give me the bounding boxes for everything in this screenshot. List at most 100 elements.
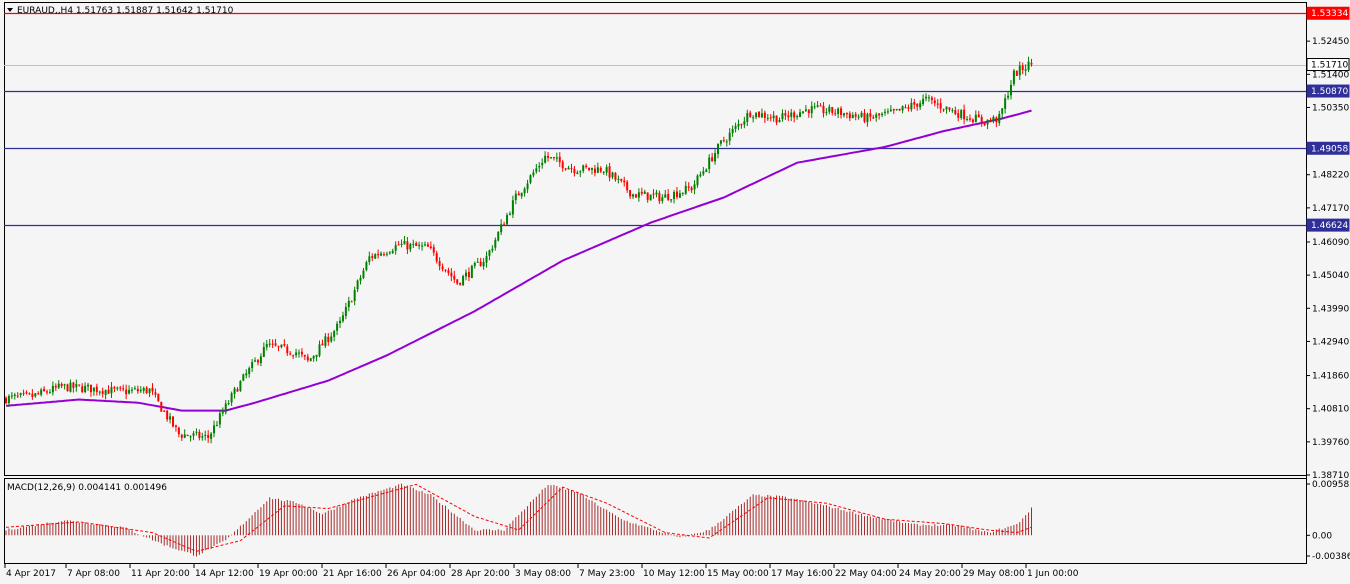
candle-body: [7, 395, 10, 404]
candle: [848, 111, 851, 122]
candle: [954, 106, 957, 116]
candle: [344, 302, 347, 320]
candle-body: [256, 360, 259, 363]
candle-body: [869, 113, 872, 117]
candle-body: [13, 394, 16, 396]
candle: [983, 122, 986, 127]
candle-body: [520, 192, 523, 197]
candle-body: [312, 356, 315, 359]
candle-body: [670, 199, 673, 201]
candle-body: [614, 172, 617, 180]
candle-body: [772, 115, 775, 119]
candle: [687, 182, 690, 192]
candle-body: [919, 103, 922, 108]
candle: [195, 428, 198, 436]
candle-body: [154, 392, 157, 395]
candle-body: [954, 110, 957, 115]
candle: [749, 110, 752, 118]
candle-body: [620, 178, 623, 181]
candle-body: [344, 307, 347, 316]
candle-body: [837, 108, 840, 114]
candle: [54, 383, 57, 392]
candle-body: [438, 261, 441, 267]
candle-body: [221, 411, 224, 414]
candle: [292, 354, 295, 359]
candle-body: [725, 141, 728, 143]
candle: [133, 385, 136, 390]
candle: [866, 112, 869, 127]
candle: [564, 167, 567, 171]
candle: [804, 105, 807, 112]
candle: [81, 383, 84, 394]
candle-body: [356, 280, 359, 290]
candle-body: [130, 389, 133, 391]
candle-body: [863, 112, 866, 122]
candle: [130, 387, 133, 394]
candle: [834, 109, 837, 116]
candle: [60, 382, 63, 389]
candle-body: [75, 384, 78, 388]
candle: [380, 251, 383, 257]
candle-body: [336, 323, 339, 331]
candle: [169, 412, 172, 424]
candle-body: [699, 174, 702, 177]
candle-body: [570, 167, 573, 169]
candle: [289, 351, 292, 356]
x-tick-label: 7 Apr 08:00: [67, 569, 120, 579]
candle-body: [576, 172, 579, 175]
candle-body: [790, 112, 793, 117]
candle: [84, 382, 87, 394]
candle: [939, 98, 942, 114]
candle-body: [289, 353, 292, 355]
candle-body: [157, 393, 160, 402]
candle: [576, 170, 579, 175]
candle: [221, 407, 224, 417]
candle: [869, 108, 872, 122]
candle-body: [582, 165, 585, 172]
candle-body: [904, 107, 907, 109]
candle-body: [840, 108, 843, 116]
candle-body: [409, 243, 412, 250]
candle-body: [822, 105, 825, 114]
candle: [453, 270, 456, 283]
candle-body: [763, 112, 766, 118]
y-tick-label: 1.41860: [1312, 372, 1349, 382]
candle-body: [34, 393, 37, 397]
candle: [388, 251, 391, 255]
candle-body: [819, 105, 822, 107]
candle: [227, 400, 230, 406]
candle: [230, 391, 233, 406]
candle: [514, 190, 517, 205]
level-tag: 1.46624: [1306, 218, 1350, 232]
candle: [172, 416, 175, 428]
candle-body: [236, 389, 239, 392]
candle: [535, 163, 538, 174]
candle: [602, 171, 605, 175]
candle: [675, 186, 678, 200]
candle: [339, 316, 342, 329]
x-tick-label: 22 May 04:00: [835, 569, 897, 579]
candle-body: [658, 192, 661, 202]
candle-body: [174, 425, 177, 427]
candle-body: [696, 175, 699, 186]
candle-body: [514, 193, 517, 200]
candle: [549, 157, 552, 160]
candle: [878, 113, 881, 120]
candle-body: [998, 113, 1001, 124]
candle-body: [1024, 69, 1027, 71]
candle: [1007, 91, 1010, 100]
symbol-dropdown-icon[interactable]: [7, 8, 13, 12]
candle: [588, 167, 591, 172]
candle: [283, 339, 286, 347]
candle-body: [1027, 61, 1030, 70]
candle-body: [418, 244, 421, 246]
level-tag-label: 1.51710: [1311, 61, 1348, 71]
candle: [40, 387, 43, 397]
candle: [828, 104, 831, 115]
candle: [113, 385, 116, 393]
candle: [312, 355, 315, 362]
candle: [353, 286, 356, 306]
candle: [977, 110, 980, 118]
candle: [980, 114, 983, 127]
